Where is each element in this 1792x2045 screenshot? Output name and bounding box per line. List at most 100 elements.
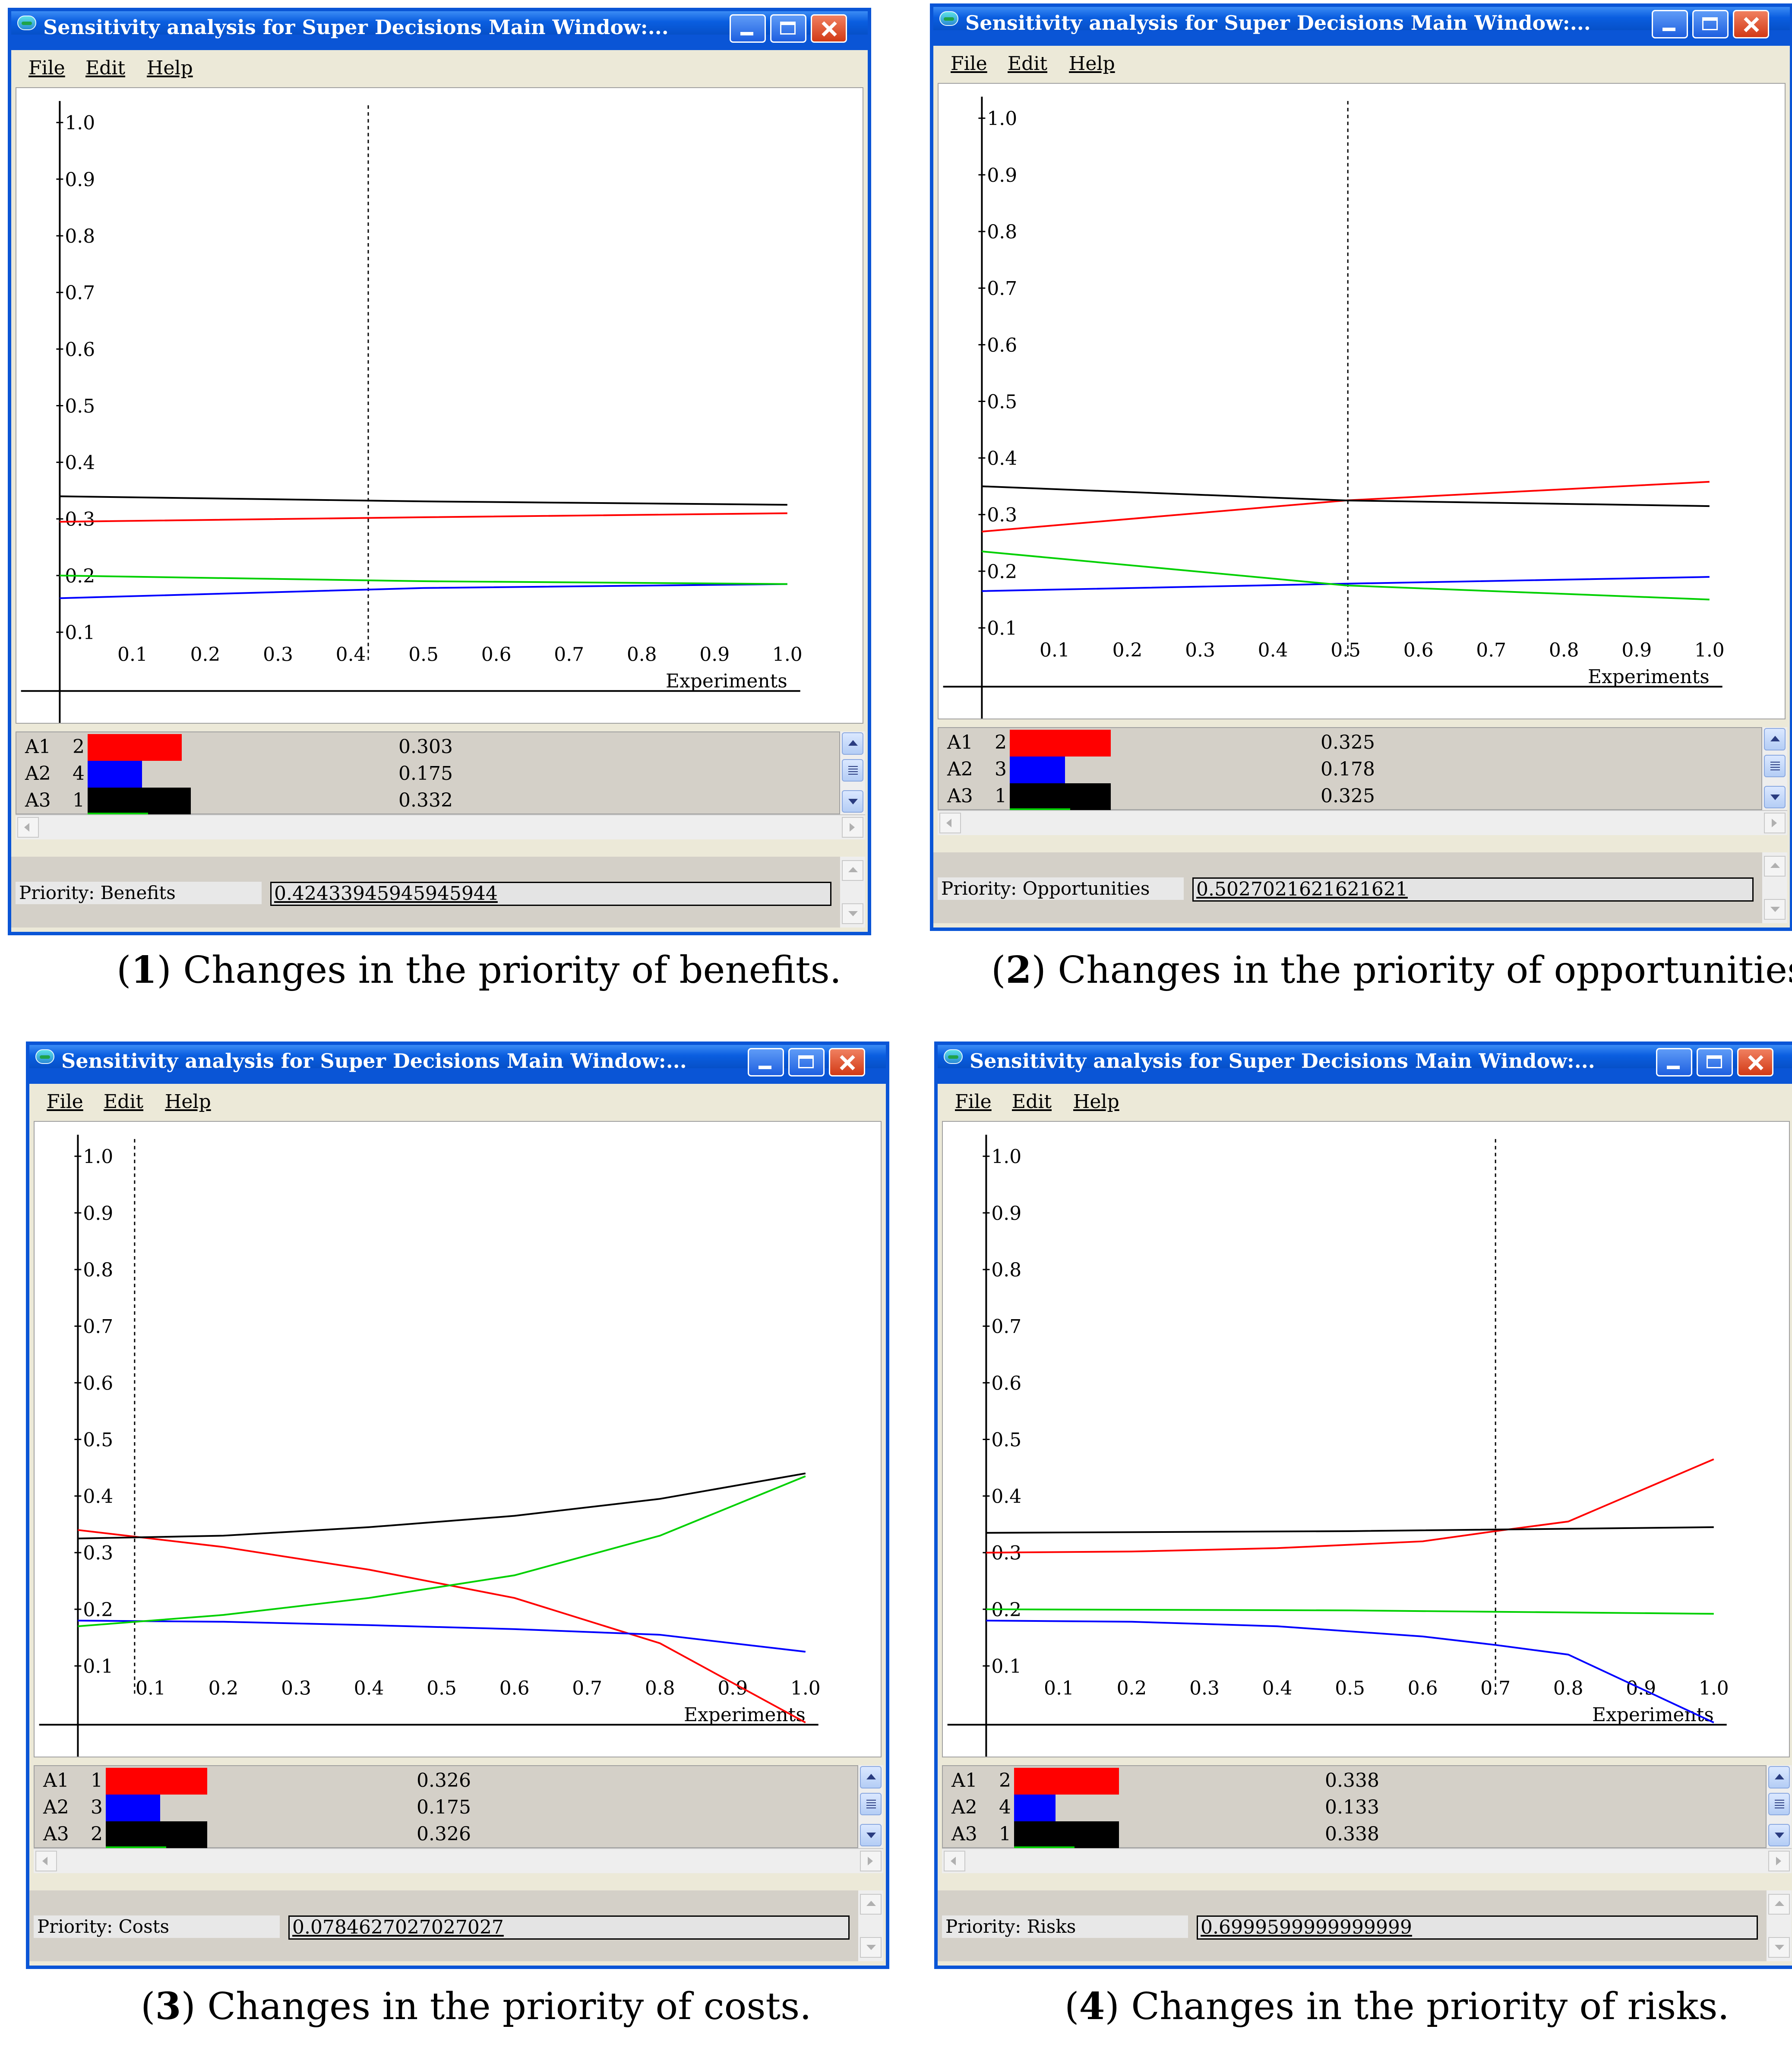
priority-input[interactable]: 0.6999599999999999 xyxy=(1197,1915,1758,1940)
menu-edit[interactable]: Edit xyxy=(1008,53,1048,75)
sensitivity-chart[interactable]: 0.10.20.30.40.50.60.70.80.91.00.1 0.2 0.3 0… xyxy=(938,83,1786,719)
sensitivity-chart[interactable]: 0.10.20.30.40.50.60.70.80.91.00.1 0.2 0.3 0… xyxy=(34,1121,882,1757)
scroll-thumb[interactable] xyxy=(1768,1793,1790,1815)
menu-help[interactable]: Help xyxy=(1073,1091,1119,1113)
legend-row-a2[interactable]: A2 4 0.133 xyxy=(943,1793,1763,1821)
scroll-left-icon[interactable] xyxy=(939,813,961,833)
menu-help[interactable]: Help xyxy=(1069,53,1115,75)
scroll-right-icon[interactable] xyxy=(842,817,863,838)
legend-vertical-scrollbar[interactable] xyxy=(1762,727,1787,810)
scroll-down-icon[interactable] xyxy=(1764,899,1786,920)
legend-bar xyxy=(88,734,182,761)
scroll-down-icon[interactable] xyxy=(1768,1937,1790,1958)
priority-scrollbar[interactable] xyxy=(1767,1890,1792,1961)
scroll-right-icon[interactable] xyxy=(1768,1851,1790,1871)
series-line-A1 xyxy=(986,1458,1714,1554)
menu-edit[interactable]: Edit xyxy=(85,57,126,79)
title-bar[interactable]: Sensitivity analysis for Super Decisions… xyxy=(11,11,868,43)
legend-horizontal-scrollbar[interactable] xyxy=(942,1848,1792,1873)
menu-file[interactable]: File xyxy=(28,57,65,79)
legend-row-a2[interactable]: A2 4 0.175 xyxy=(16,759,837,788)
close-button[interactable] xyxy=(811,14,847,43)
maximize-button[interactable] xyxy=(1697,1048,1733,1076)
menu-edit[interactable]: Edit xyxy=(1012,1091,1052,1113)
scroll-right-icon[interactable] xyxy=(1764,813,1786,833)
title-bar[interactable]: Sensitivity analysis for Super Decisions… xyxy=(29,1045,886,1076)
scroll-up-icon[interactable] xyxy=(860,1894,882,1915)
legend-row-a1[interactable]: A1 1 0.326 xyxy=(35,1766,855,1795)
scroll-down-icon[interactable] xyxy=(1768,1824,1790,1846)
scroll-left-icon[interactable] xyxy=(35,1851,57,1871)
scroll-right-icon[interactable] xyxy=(860,1851,882,1871)
minimize-button[interactable] xyxy=(730,14,766,43)
legend-row-a3[interactable]: A3 2 0.326 xyxy=(35,1820,855,1848)
scroll-up-icon[interactable] xyxy=(860,1766,882,1789)
scroll-up-icon[interactable] xyxy=(1764,856,1786,877)
legend-vertical-scrollbar[interactable] xyxy=(840,731,865,814)
legend-row-a3[interactable]: A3 1 0.325 xyxy=(939,782,1759,810)
minimize-button[interactable] xyxy=(1652,10,1688,38)
close-button[interactable] xyxy=(1737,1048,1773,1076)
scroll-thumb[interactable] xyxy=(842,759,863,782)
legend-row-a2[interactable]: A2 3 0.175 xyxy=(35,1793,855,1821)
legend-horizontal-scrollbar[interactable] xyxy=(16,814,865,839)
window-title: Sensitivity analysis for Super Decisions… xyxy=(970,1049,1595,1073)
scroll-down-icon[interactable] xyxy=(842,903,863,924)
scroll-up-icon[interactable] xyxy=(842,732,863,755)
title-bar[interactable]: Sensitivity analysis for Super Decisions… xyxy=(938,1045,1792,1076)
scroll-thumb[interactable] xyxy=(1764,755,1786,777)
menu-bar: File Edit Help xyxy=(933,46,1790,79)
legend-vertical-scrollbar[interactable] xyxy=(858,1765,883,1848)
scroll-up-icon[interactable] xyxy=(1764,728,1786,750)
legend-row-a1[interactable]: A1 2 0.338 xyxy=(943,1766,1763,1795)
menu-file[interactable]: File xyxy=(47,1091,83,1113)
y-tick-label: 0.5 xyxy=(987,391,1017,413)
sensitivity-chart[interactable]: 0.10.20.30.40.50.60.70.80.91.00.1 0.2 0.3 0… xyxy=(942,1121,1790,1757)
priority-scrollbar[interactable] xyxy=(858,1890,883,1961)
scroll-down-icon[interactable] xyxy=(860,1937,882,1958)
scroll-thumb[interactable] xyxy=(860,1793,882,1815)
menu-file[interactable]: File xyxy=(955,1091,992,1113)
legend-row-a3[interactable]: A3 1 0.332 xyxy=(16,786,837,814)
legend-row-a3[interactable]: A3 1 0.338 xyxy=(943,1820,1763,1848)
menu-file[interactable]: File xyxy=(951,53,987,75)
priority-input[interactable]: 0.42433945945945944 xyxy=(270,882,831,906)
minimize-button[interactable] xyxy=(1656,1048,1692,1076)
legend-horizontal-scrollbar[interactable] xyxy=(34,1848,883,1873)
legend-value: 0.326 xyxy=(417,1823,471,1845)
menu-help[interactable]: Help xyxy=(147,57,193,79)
minimize-button[interactable] xyxy=(748,1048,784,1076)
y-tick-label: 0.9 xyxy=(991,1203,1021,1225)
legend-bar xyxy=(1014,1768,1119,1795)
maximize-button[interactable] xyxy=(770,14,806,43)
title-bar[interactable]: Sensitivity analysis for Super Decisions… xyxy=(933,7,1790,38)
legend-horizontal-scrollbar[interactable] xyxy=(938,810,1787,835)
priority-input[interactable]: 0.0784627027027027 xyxy=(288,1915,850,1940)
legend-row-a2[interactable]: A2 3 0.178 xyxy=(939,755,1759,783)
maximize-button[interactable] xyxy=(788,1048,825,1076)
close-button[interactable] xyxy=(829,1048,865,1076)
sensitivity-chart[interactable]: 0.10.20.30.40.50.60.70.80.91.00.1 0.2 0.3 0… xyxy=(16,87,863,724)
legend-row-a1[interactable]: A1 2 0.325 xyxy=(939,728,1759,757)
menu-help[interactable]: Help xyxy=(165,1091,211,1113)
close-button[interactable] xyxy=(1733,10,1769,38)
series-line-green xyxy=(60,574,787,585)
scroll-left-icon[interactable] xyxy=(17,817,39,838)
scroll-down-icon[interactable] xyxy=(842,790,863,813)
y-tick-label: 0.8 xyxy=(65,225,95,247)
priority-scrollbar[interactable] xyxy=(1762,852,1787,923)
scroll-down-icon[interactable] xyxy=(1764,786,1786,808)
scroll-up-icon[interactable] xyxy=(1768,1894,1790,1915)
maximize-button[interactable] xyxy=(1692,10,1729,38)
priority-scrollbar[interactable] xyxy=(840,857,865,928)
legend-row-a1[interactable]: A1 2 0.303 xyxy=(16,732,837,761)
priority-input[interactable]: 0.5027021621621621 xyxy=(1192,877,1754,902)
legend-name: A1 xyxy=(947,731,973,753)
x-tick-label: 0.7 xyxy=(1476,639,1506,661)
legend-vertical-scrollbar[interactable] xyxy=(1767,1765,1792,1848)
scroll-up-icon[interactable] xyxy=(1768,1766,1790,1789)
menu-edit[interactable]: Edit xyxy=(104,1091,144,1113)
scroll-down-icon[interactable] xyxy=(860,1824,882,1846)
scroll-up-icon[interactable] xyxy=(842,860,863,881)
scroll-left-icon[interactable] xyxy=(944,1851,965,1871)
